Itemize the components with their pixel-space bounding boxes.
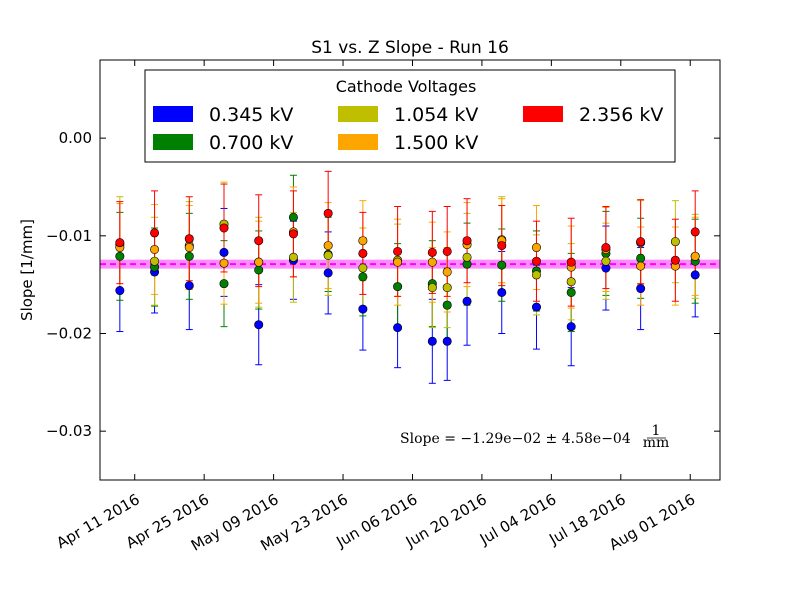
- data-point: [427, 283, 437, 293]
- data-point: [323, 268, 333, 278]
- data-point: [288, 229, 298, 239]
- data-point: [462, 236, 472, 246]
- data-point: [184, 234, 194, 244]
- data-point: [690, 251, 700, 261]
- chart-title: S1 vs. Z Slope - Run 16: [311, 38, 509, 58]
- data-point: [636, 253, 646, 263]
- data-point: [427, 257, 437, 267]
- data-point: [531, 302, 541, 312]
- data-point: [636, 284, 646, 294]
- data-point: [497, 260, 507, 270]
- data-point: [393, 323, 403, 333]
- data-point: [115, 251, 125, 261]
- data-point: [254, 320, 264, 330]
- data-point: [254, 257, 264, 267]
- data-point: [636, 261, 646, 271]
- data-point: [690, 227, 700, 237]
- legend-entry-label: 2.356 kV: [579, 104, 663, 126]
- data-point: [358, 304, 368, 314]
- fit-unit-fraction: 1 mm: [643, 423, 670, 451]
- data-point: [690, 270, 700, 280]
- legend-entry-label: 0.345 kV: [209, 104, 293, 126]
- data-point: [636, 237, 646, 247]
- legend-entry-label: 1.054 kV: [394, 104, 478, 126]
- data-point: [254, 265, 264, 275]
- y-tick-label: 0.00: [59, 129, 92, 147]
- y-axis-label: Slope [1/mm]: [18, 219, 36, 321]
- data-point: [219, 223, 229, 233]
- data-point: [358, 272, 368, 282]
- data-point: [184, 281, 194, 291]
- legend-box: [144, 69, 676, 163]
- legend-entry-label: 1.500 kV: [394, 132, 478, 154]
- data-point: [531, 256, 541, 266]
- data-point: [497, 287, 507, 297]
- data-point: [566, 277, 576, 287]
- data-point: [462, 252, 472, 262]
- legend-swatch: [153, 106, 193, 122]
- data-point: [358, 236, 368, 246]
- data-point: [150, 256, 160, 266]
- data-point: [462, 296, 472, 306]
- data-point: [601, 243, 611, 253]
- data-point: [184, 243, 194, 253]
- data-point: [150, 244, 160, 254]
- data-point-layer: [115, 208, 700, 346]
- data-point: [566, 257, 576, 267]
- data-point: [442, 336, 452, 346]
- data-point: [393, 257, 403, 267]
- legend-swatch: [338, 134, 378, 150]
- data-point: [442, 267, 452, 277]
- data-point: [150, 228, 160, 238]
- data-point: [219, 258, 229, 268]
- data-point: [323, 208, 333, 218]
- data-point: [427, 336, 437, 346]
- legend: Cathode Voltages 0.345 kV 0.700 kV 1.054 kV…: [144, 69, 676, 163]
- data-point: [323, 250, 333, 260]
- data-point: [254, 236, 264, 246]
- fit-band-layer: [100, 259, 720, 269]
- data-point: [442, 300, 452, 310]
- legend-swatch: [153, 134, 193, 150]
- data-point: [566, 322, 576, 332]
- y-tick-label: −0.01: [46, 227, 92, 245]
- data-point: [442, 246, 452, 256]
- fit-unit-denominator: mm: [643, 435, 670, 451]
- data-point: [323, 241, 333, 251]
- data-point: [115, 238, 125, 248]
- legend-swatch: [338, 106, 378, 122]
- plot-frame: [99, 59, 721, 481]
- data-point: [219, 279, 229, 289]
- data-point: [393, 246, 403, 256]
- data-point: [531, 270, 541, 280]
- data-point: [393, 282, 403, 292]
- data-point: [670, 237, 680, 247]
- y-tick-label: −0.03: [46, 422, 92, 440]
- data-point: [497, 241, 507, 251]
- legend-entry-label: 0.700 kV: [209, 132, 293, 154]
- legend-swatch: [523, 106, 563, 122]
- data-point: [219, 247, 229, 257]
- data-point: [670, 255, 680, 265]
- data-point: [358, 263, 368, 273]
- data-point: [184, 251, 194, 261]
- data-point: [288, 212, 298, 222]
- data-point: [531, 243, 541, 253]
- fit-unit-numerator: 1: [652, 423, 661, 439]
- data-point: [358, 248, 368, 258]
- y-tick-label: −0.02: [46, 324, 92, 342]
- data-point: [288, 252, 298, 262]
- legend-title: Cathode Voltages: [336, 77, 477, 96]
- data-point: [601, 256, 611, 266]
- data-point: [566, 287, 576, 297]
- fit-annotation: Slope = −1.29e−02 ± 4.58e−04: [400, 431, 631, 447]
- data-point: [442, 283, 452, 293]
- data-point: [427, 247, 437, 257]
- data-point: [115, 286, 125, 296]
